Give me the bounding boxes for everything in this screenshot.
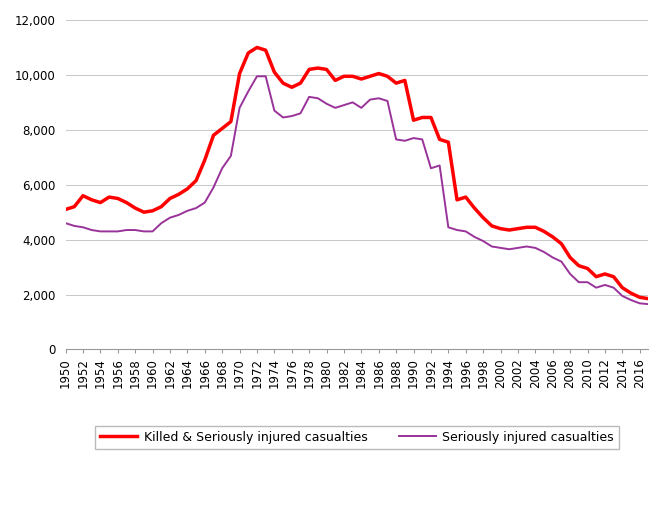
Legend: Killed & Seriously injured casualties, Seriously injured casualties: Killed & Seriously injured casualties, S… [95, 425, 619, 449]
